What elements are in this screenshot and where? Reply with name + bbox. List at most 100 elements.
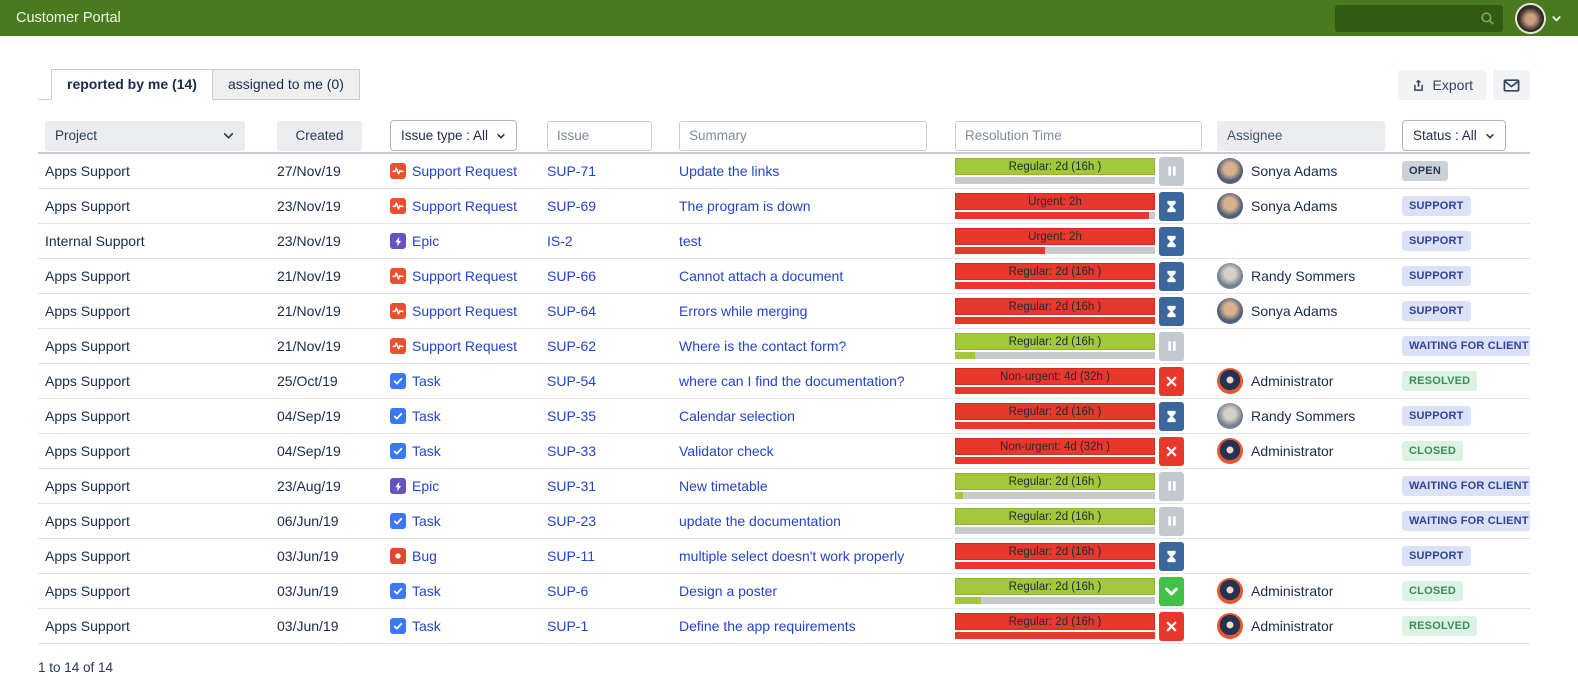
status-cell: SUPPORT bbox=[1395, 406, 1530, 426]
filter-resolution-time-input[interactable] bbox=[955, 120, 1202, 151]
table-row: Apps Support 03/Jun/19 Bug SUP-11 multip… bbox=[38, 539, 1530, 574]
issue-type-link[interactable]: Support Request bbox=[412, 198, 518, 214]
summary-link[interactable]: Update the links bbox=[679, 163, 780, 179]
filter-assignee[interactable]: Assignee bbox=[1217, 120, 1385, 151]
issue-type-link[interactable]: Epic bbox=[412, 233, 440, 249]
top-navbar: Customer Portal bbox=[0, 0, 1578, 36]
user-menu[interactable] bbox=[1517, 4, 1562, 32]
email-button[interactable] bbox=[1493, 70, 1530, 100]
issue-type-link[interactable]: Support Request bbox=[412, 268, 518, 284]
issue-type-link[interactable]: Task bbox=[412, 618, 441, 634]
summary-link[interactable]: Errors while merging bbox=[679, 303, 808, 319]
summary-link[interactable]: Define the app requirements bbox=[679, 618, 856, 634]
issue-key-link[interactable]: SUP-35 bbox=[547, 408, 597, 424]
issue-type-cell: Task bbox=[383, 408, 540, 424]
summary-link[interactable]: Design a poster bbox=[679, 583, 778, 599]
resolution-time-cell: Regular: 2d (16h ) bbox=[948, 471, 1210, 501]
status-badge: CLOSED bbox=[1402, 581, 1464, 601]
issue-type-link[interactable]: Epic bbox=[412, 478, 440, 494]
summary-link[interactable]: test bbox=[679, 233, 702, 249]
issue-key-link[interactable]: SUP-6 bbox=[547, 583, 589, 599]
summary-link[interactable]: update the documentation bbox=[679, 513, 841, 529]
issue-key-link[interactable]: SUP-1 bbox=[547, 618, 589, 634]
filter-summary-input[interactable] bbox=[679, 120, 927, 151]
issue-key-link[interactable]: SUP-69 bbox=[547, 198, 597, 214]
issue-type-cell: Support Request bbox=[383, 163, 540, 179]
issue-type-link[interactable]: Task bbox=[412, 513, 441, 529]
assignee-cell: Randy Sommers bbox=[1210, 403, 1395, 429]
filter-status[interactable]: Status : All bbox=[1402, 120, 1506, 151]
resolution-time-cell: Urgent: 2h bbox=[948, 191, 1210, 221]
issue-key-link[interactable]: SUP-71 bbox=[547, 163, 597, 179]
resolution-time-cell: Regular: 2d (16h ) bbox=[948, 506, 1210, 536]
column-header-created-label: Created bbox=[295, 128, 344, 143]
summary-link[interactable]: Validator check bbox=[679, 443, 774, 459]
sla-bar-label: Regular: 2d (16h ) bbox=[955, 158, 1155, 175]
issue-key-link[interactable]: SUP-23 bbox=[547, 513, 597, 529]
summary-link[interactable]: The program is down bbox=[679, 198, 811, 214]
tab-reported-by-me[interactable]: reported by me (14) bbox=[51, 69, 213, 100]
toolbar: Export bbox=[1397, 70, 1530, 100]
sla-bar: Regular: 2d (16h ) bbox=[955, 543, 1155, 569]
sla-bar: Regular: 2d (16h ) bbox=[955, 158, 1155, 184]
export-button[interactable]: Export bbox=[1397, 70, 1486, 100]
issue-type-cell: Bug bbox=[383, 548, 540, 564]
status-cell: SUPPORT bbox=[1395, 231, 1530, 251]
sla-bar: Urgent: 2h bbox=[955, 193, 1155, 219]
resolution-time-cell: Regular: 2d (16h ) bbox=[948, 261, 1210, 291]
issue-type-link[interactable]: Task bbox=[412, 408, 441, 424]
issue-type-cell: Task bbox=[383, 373, 540, 389]
issue-key-cell: SUP-35 bbox=[540, 408, 672, 424]
issue-type-link[interactable]: Support Request bbox=[412, 163, 518, 179]
summary-cell: Calendar selection bbox=[672, 408, 948, 424]
sla-progress-track bbox=[955, 562, 1155, 569]
issue-type-link[interactable]: Support Request bbox=[412, 303, 518, 319]
sla-bar: Regular: 2d (16h ) bbox=[955, 403, 1155, 429]
assignee-avatar bbox=[1217, 193, 1243, 219]
created-cell: 23/Nov/19 bbox=[277, 198, 341, 214]
issue-type-link[interactable]: Task bbox=[412, 443, 441, 459]
sla-bar: Urgent: 2h bbox=[955, 228, 1155, 254]
issue-key-link[interactable]: SUP-33 bbox=[547, 443, 597, 459]
sla-progress-track bbox=[955, 422, 1155, 429]
issue-key-link[interactable]: IS-2 bbox=[547, 233, 573, 249]
issue-key-link[interactable]: SUP-66 bbox=[547, 268, 597, 284]
search-input[interactable] bbox=[1335, 4, 1503, 32]
assignee-avatar bbox=[1217, 613, 1243, 639]
resolution-time-cell: Regular: 2d (16h ) bbox=[948, 576, 1210, 606]
pause-icon bbox=[1159, 471, 1184, 501]
issue-type-link[interactable]: Task bbox=[412, 373, 441, 389]
filter-issue-type-label: Issue type : All bbox=[401, 128, 489, 143]
summary-link[interactable]: multiple select doesn't work properly bbox=[679, 548, 905, 564]
created-cell: 06/Jun/19 bbox=[277, 513, 339, 529]
tab-assigned-to-me[interactable]: assigned to me (0) bbox=[212, 69, 360, 100]
issue-key-link[interactable]: SUP-31 bbox=[547, 478, 597, 494]
issue-type-link[interactable]: Bug bbox=[412, 548, 437, 564]
app-title: Customer Portal bbox=[16, 10, 121, 26]
sla-progress-track bbox=[955, 527, 1155, 534]
assignee-name: Administrator bbox=[1251, 618, 1334, 634]
user-avatar[interactable] bbox=[1517, 4, 1544, 32]
summary-link[interactable]: Where is the contact form? bbox=[679, 338, 847, 354]
summary-link[interactable]: Cannot attach a document bbox=[679, 268, 844, 284]
summary-link[interactable]: New timetable bbox=[679, 478, 768, 494]
project-cell: Internal Support bbox=[45, 233, 145, 249]
resolution-time-cell: Regular: 2d (16h ) bbox=[948, 401, 1210, 431]
tab-bar-notch bbox=[38, 70, 51, 100]
issue-key-link[interactable]: SUP-62 bbox=[547, 338, 597, 354]
global-search[interactable] bbox=[1335, 4, 1503, 32]
sla-bar: Non-urgent: 4d (32h ) bbox=[955, 368, 1155, 394]
sla-progress-fill bbox=[955, 422, 1155, 429]
issue-key-link[interactable]: SUP-64 bbox=[547, 303, 597, 319]
issue-key-link[interactable]: SUP-54 bbox=[547, 373, 597, 389]
issue-type-link[interactable]: Task bbox=[412, 583, 441, 599]
summary-link[interactable]: Calendar selection bbox=[679, 408, 795, 424]
hourglass-icon bbox=[1159, 226, 1184, 256]
summary-link[interactable]: where can I find the documentation? bbox=[679, 373, 905, 389]
issue-type-link[interactable]: Support Request bbox=[412, 338, 518, 354]
column-header-created[interactable]: Created bbox=[277, 120, 362, 151]
filter-issue-type[interactable]: Issue type : All bbox=[390, 120, 518, 151]
issue-key-link[interactable]: SUP-11 bbox=[547, 548, 595, 564]
filter-issue-input[interactable] bbox=[547, 120, 652, 151]
filter-project[interactable]: Project bbox=[45, 120, 245, 151]
